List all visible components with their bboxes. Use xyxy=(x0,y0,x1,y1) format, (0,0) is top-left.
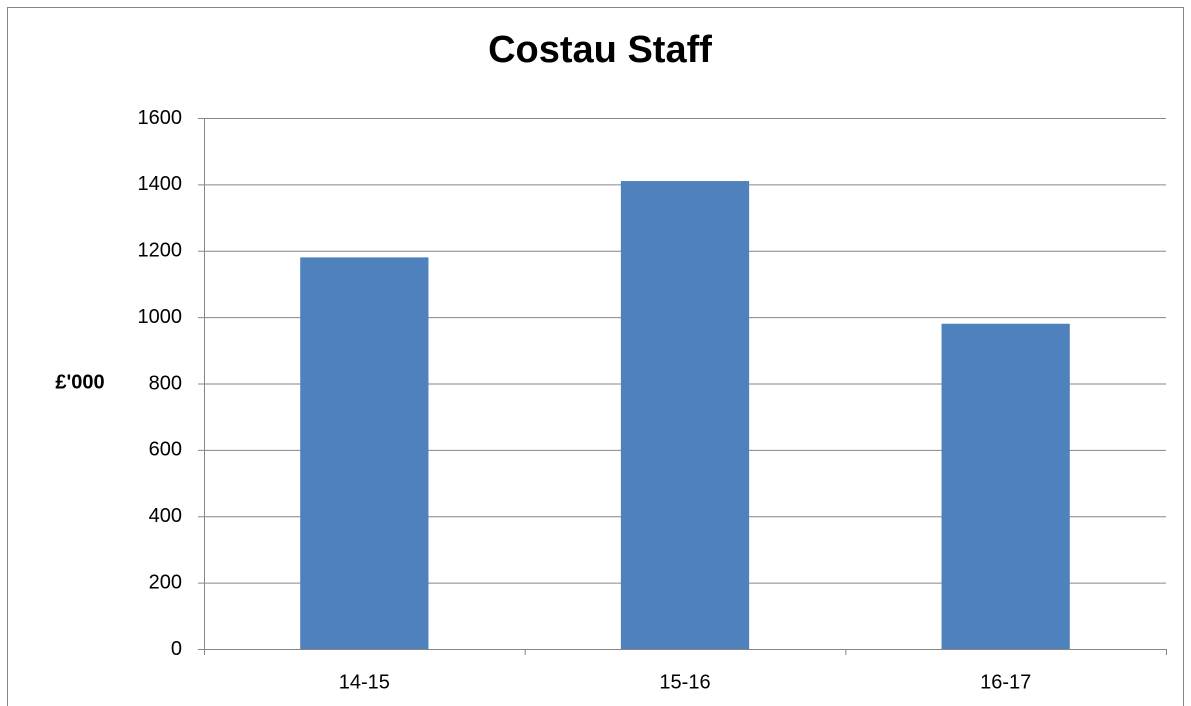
x-tick-label: 14-15 xyxy=(339,671,390,693)
bar xyxy=(300,257,429,649)
y-tick-label: 200 xyxy=(149,571,182,593)
x-tick-label: 15-16 xyxy=(659,671,710,693)
y-tick-label: 1200 xyxy=(138,240,183,262)
y-tick-label: 1000 xyxy=(138,306,183,328)
y-tick-label: 1600 xyxy=(138,107,183,129)
y-tick-label: 400 xyxy=(149,505,182,527)
y-axis-label: £'000 xyxy=(55,371,104,393)
y-tick-label: 600 xyxy=(149,439,182,461)
chart-title: Costau Staff xyxy=(488,29,712,71)
x-tick-label: 16-17 xyxy=(980,671,1031,693)
y-tick-label: 1400 xyxy=(138,173,183,195)
y-tick-label: 800 xyxy=(149,372,182,394)
bar xyxy=(941,323,1070,649)
bar xyxy=(620,181,750,649)
y-tick-label: 0 xyxy=(171,638,182,660)
